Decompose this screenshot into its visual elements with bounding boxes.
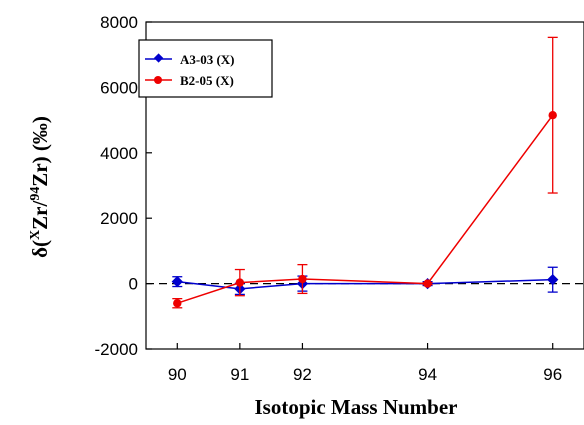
x-tick-label: 92 [293,365,312,384]
legend-label-b2-05: B2-05 (X) [180,73,234,88]
series-b2-05 [172,36,558,309]
data-point [171,275,183,288]
x-tick-label: 96 [543,365,562,384]
series-layer [171,36,559,309]
y-tick-label: -2000 [95,340,138,359]
y-tick-label: 8000 [100,13,138,32]
x-tick-label: 90 [168,365,187,384]
legend-label-a3-03: A3-03 (X) [180,52,235,67]
legend-marker-a3-03 [153,53,164,63]
data-point [235,278,245,287]
y-axis: -2000 0 2000 4000 6000 8000 [95,13,152,359]
data-point [298,274,307,284]
data-point [548,110,557,120]
y-tick-label: 6000 [100,78,138,97]
legend: A3-03 (X) B2-05 (X) [138,39,273,98]
y-tick-label: 2000 [100,209,138,228]
data-point [423,279,432,288]
data-point [547,274,559,286]
legend-box [138,39,273,98]
x-axis: 90 91 92 94 96 [168,343,562,384]
y-tick-label: 4000 [100,144,138,163]
y-axis-title: δ(XZr/94Zr) (‰) [28,116,52,258]
y-tick-label: 0 [129,275,138,294]
legend-marker-b2-05 [154,76,162,84]
x-tick-label: 94 [418,365,437,384]
x-tick-label: 91 [230,365,249,384]
x-axis-title: Isotopic Mass Number [255,395,458,419]
data-point [173,299,182,308]
